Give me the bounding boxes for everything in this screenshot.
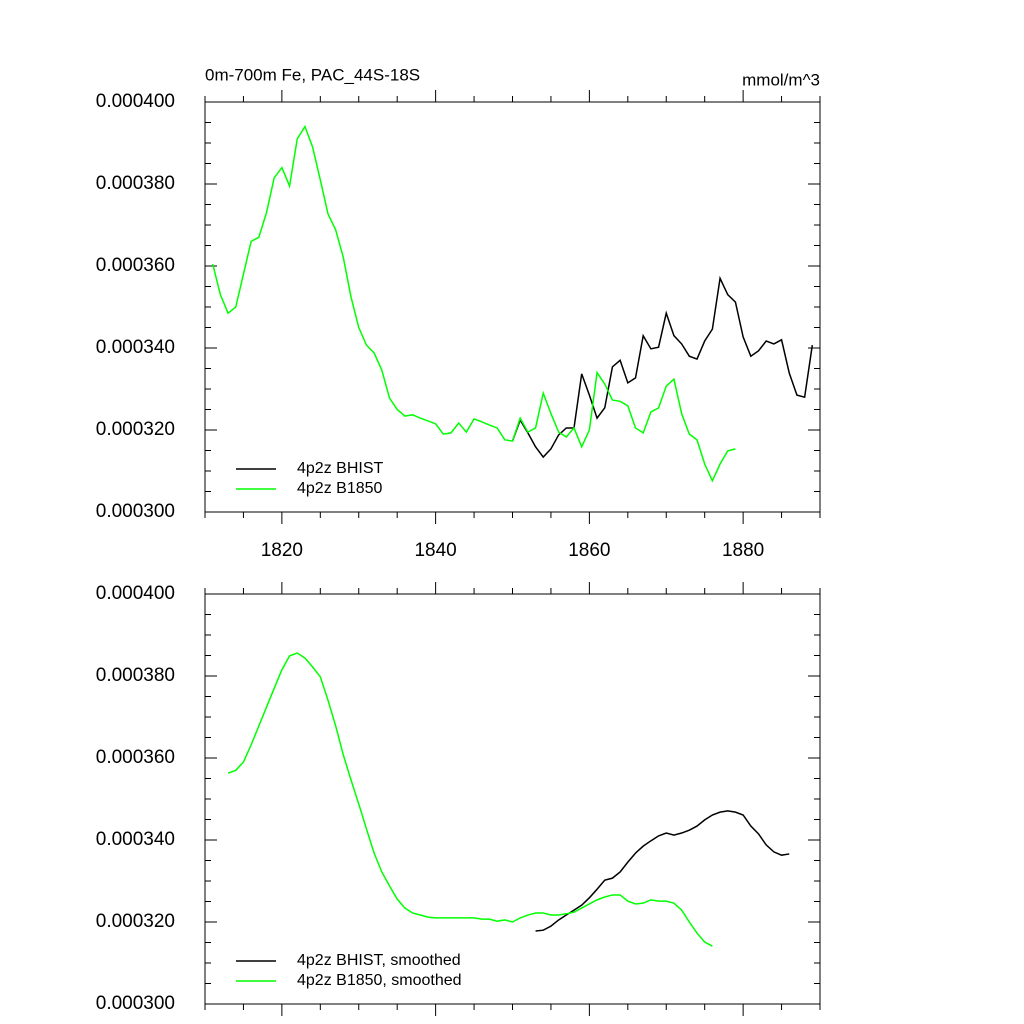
y-tick-label: 0.000400 <box>96 91 175 112</box>
x-tick-label: 1820 <box>261 540 303 561</box>
series-line <box>211 124 736 483</box>
y-tick-label: 0.000360 <box>96 255 175 276</box>
legend-label: 4p2z B1850 <box>297 480 383 497</box>
series-line <box>511 275 814 459</box>
plot-frame <box>204 593 821 1005</box>
chart-title: 0m-700m Fe, PAC_44S-18S <box>205 65 420 84</box>
legend-label: 4p2z B1850, smoothed <box>297 972 462 989</box>
y-tick-label: 0.000380 <box>96 665 175 686</box>
x-tick-label: 1840 <box>414 540 456 561</box>
y-tick-label: 0.000340 <box>96 337 175 358</box>
y-tick-label: 0.000300 <box>96 501 175 522</box>
y-tick-label: 0.000360 <box>96 747 175 768</box>
x-tick-label: 1860 <box>568 540 610 561</box>
units-label: mmol/m^3 <box>742 70 820 89</box>
y-tick-label: 0.000400 <box>96 583 175 604</box>
legend-label: 4p2z BHIST, smoothed <box>297 952 461 969</box>
y-tick-label: 0.000320 <box>96 419 175 440</box>
y-tick-label: 0.000300 <box>96 993 175 1014</box>
y-tick-label: 0.000340 <box>96 829 175 850</box>
series-line <box>535 810 790 932</box>
y-tick-label: 0.000320 <box>96 911 175 932</box>
legend-label: 4p2z BHIST <box>297 460 383 477</box>
y-tick-label: 0.000380 <box>96 173 175 194</box>
x-tick-label: 1880 <box>722 540 764 561</box>
series-line <box>227 652 713 947</box>
